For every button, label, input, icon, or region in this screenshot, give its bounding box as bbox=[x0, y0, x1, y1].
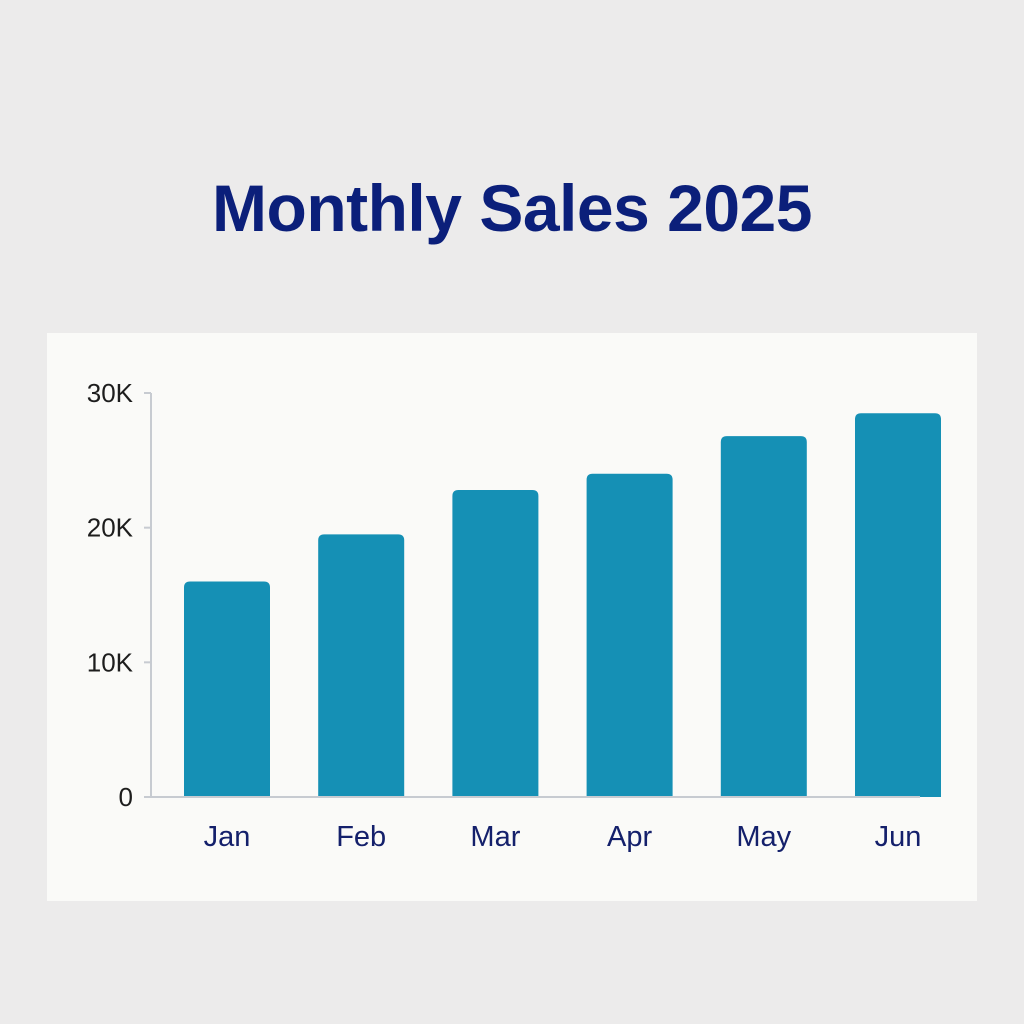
x-tick-label-feb: Feb bbox=[336, 821, 386, 853]
y-tick-label-30k: 30K bbox=[87, 378, 134, 408]
bars-layer bbox=[184, 413, 941, 797]
x-tick-label-apr: Apr bbox=[607, 821, 652, 853]
x-tick-label-jan: Jan bbox=[204, 821, 251, 853]
axes-layer bbox=[144, 392, 920, 798]
labels-layer: Jan Feb Mar Apr May Jun 0 10K 20K 30K bbox=[87, 378, 922, 853]
x-tick-label-may: May bbox=[736, 821, 791, 853]
chart-title: Monthly Sales 2025 bbox=[212, 171, 812, 245]
bar-may bbox=[720, 436, 807, 797]
y-tick-label-10k: 10K bbox=[87, 647, 134, 677]
x-tick-label-jun: Jun bbox=[875, 821, 922, 853]
bar-feb bbox=[318, 534, 405, 797]
y-tick-label-0: 0 bbox=[119, 782, 133, 812]
y-tick-label-20k: 20K bbox=[87, 513, 134, 543]
bar-jan bbox=[184, 581, 270, 797]
bar-jun bbox=[855, 413, 941, 797]
x-tick-label-mar: Mar bbox=[470, 821, 520, 853]
bar-apr bbox=[586, 473, 673, 797]
bar-mar bbox=[452, 489, 539, 797]
